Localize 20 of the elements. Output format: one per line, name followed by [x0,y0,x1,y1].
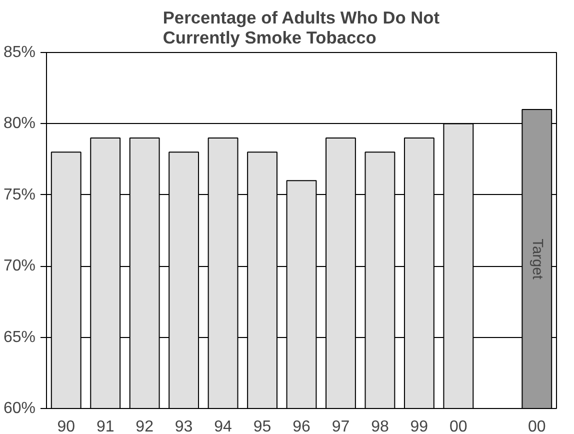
x-tick-label: 98 [371,418,389,434]
y-tick-label: 75% [3,186,36,204]
y-tick-label: 65% [3,328,36,346]
x-tick-label: 96 [292,418,310,434]
x-tick-label: 95 [253,418,272,434]
y-tick-label: 80% [3,115,36,132]
x-tick-label: 93 [174,418,193,434]
x-tick-label: 97 [332,418,350,434]
x-tick-label: 99 [410,418,428,434]
x-tick-label: 90 [57,418,76,434]
y-tick-label: 60% [3,400,36,417]
chart-title: Percentage of Adults Who Do Not Currently Smoke Tobacco [162,8,440,48]
x-tick-label: 92 [136,418,154,434]
x-tick-label: 94 [214,418,232,434]
x-tick-label: 00 [450,418,468,434]
y-tick-label: 85% [3,44,36,61]
x-tick-label: 00 [528,418,546,434]
y-tick-label: 70% [3,258,36,275]
annotation: Target [528,238,545,280]
x-tick-label: 91 [96,418,114,434]
